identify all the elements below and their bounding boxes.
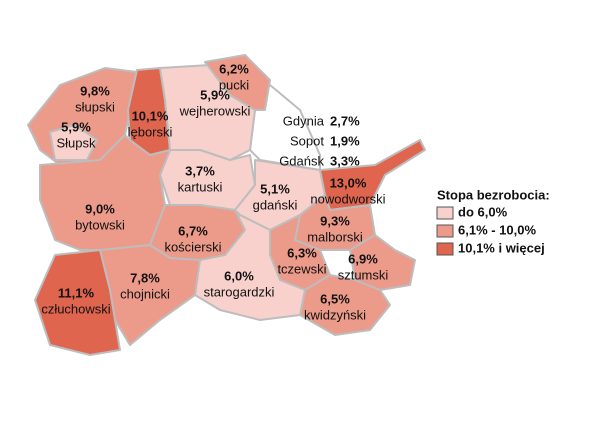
region-value: 3,7% <box>185 163 215 178</box>
city-name: Gdańsk <box>279 153 324 168</box>
region-name: kwidzyński <box>304 307 366 322</box>
region-value: 9,8% <box>80 83 110 98</box>
region-value: 9,0% <box>85 201 115 216</box>
city-value: 2,7% <box>330 113 360 128</box>
legend-swatch <box>436 224 454 238</box>
region-value: 9,3% <box>320 213 350 228</box>
region-name: lęborski <box>128 124 173 139</box>
region-name: starogardzki <box>204 284 275 299</box>
region-name: słupski <box>75 99 115 114</box>
region <box>204 54 271 111</box>
city-value: 1,9% <box>330 133 360 148</box>
region-value: 13,0% <box>330 175 367 190</box>
region-name: bytowski <box>75 217 125 232</box>
regions <box>27 54 426 356</box>
labels: 9,8%słupski5,9%Słupsk10,1%lęborski5,9%we… <box>41 61 388 322</box>
region-name: wejherowski <box>179 103 251 118</box>
legend-swatch <box>436 206 454 220</box>
city-name: Gdynia <box>283 113 325 128</box>
region-value: 6,2% <box>219 61 249 76</box>
region <box>49 124 98 161</box>
region-name: malborski <box>307 229 363 244</box>
region-value: 6,0% <box>224 268 254 283</box>
region <box>299 274 391 336</box>
legend-label: 10,1% i więcej <box>458 240 545 255</box>
region-value: 6,5% <box>320 291 350 306</box>
legend-swatch <box>436 242 454 256</box>
legend-title: Stopa bezrobocia: <box>437 187 550 202</box>
legend-label: do 6,0% <box>458 204 508 219</box>
region-name: sztumski <box>338 267 389 282</box>
tricity-area <box>249 84 321 171</box>
region-name: gdański <box>253 197 298 212</box>
city-name: Sopot <box>290 133 324 148</box>
region-name: pucki <box>219 77 249 92</box>
city-value: 3,3% <box>330 153 360 168</box>
legend-label: 6,1% - 10,0% <box>458 222 536 237</box>
region-value: 10,1% <box>132 108 169 123</box>
region-value: 11,1% <box>58 285 95 300</box>
region-name: tczewski <box>277 261 326 276</box>
region-value: 6,7% <box>178 223 208 238</box>
region-value: 5,1% <box>260 181 290 196</box>
region-value: 6,3% <box>287 245 317 260</box>
region <box>34 249 121 356</box>
region-name: Słupsk <box>56 135 96 150</box>
region-name: kościerski <box>164 239 221 254</box>
region-value: 5,9% <box>200 87 230 102</box>
region-value: 5,9% <box>61 119 91 134</box>
region-name: nowodworski <box>310 191 385 206</box>
region <box>39 134 171 251</box>
region-name: chojnicki <box>120 286 170 301</box>
region-name: kartuski <box>178 179 223 194</box>
region-value: 7,8% <box>130 270 160 285</box>
region-value: 6,9% <box>348 251 378 266</box>
region-name: człuchowski <box>41 301 110 316</box>
